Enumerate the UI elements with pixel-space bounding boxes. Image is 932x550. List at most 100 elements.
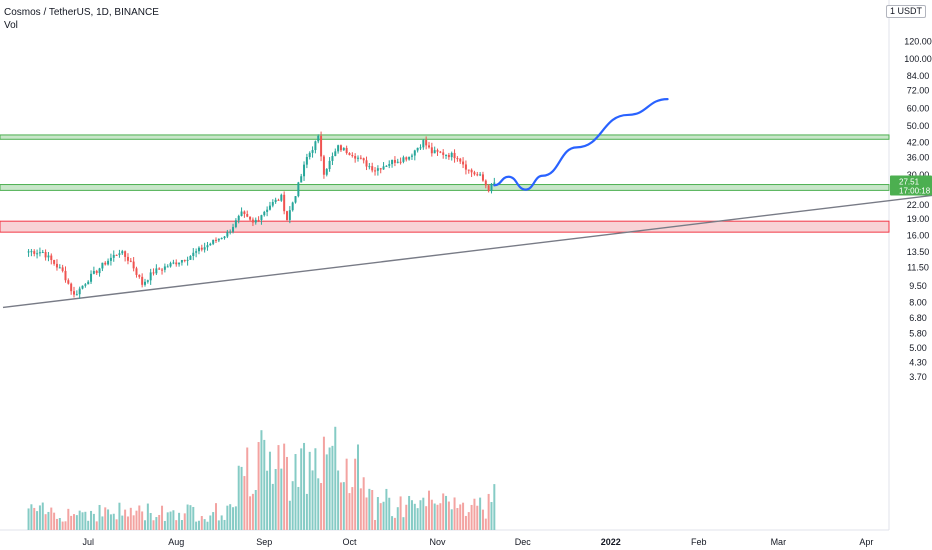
- candle-body: [109, 257, 112, 261]
- volume-bar: [203, 519, 206, 530]
- candle-body: [237, 215, 240, 221]
- candle-body: [180, 259, 183, 263]
- candle-body: [385, 165, 388, 167]
- candle-body: [112, 254, 115, 258]
- candle-body: [220, 238, 223, 240]
- volume-bar: [280, 468, 283, 530]
- volume-bar: [322, 436, 325, 530]
- candle-body: [362, 158, 365, 161]
- volume-bar: [351, 487, 354, 530]
- candle-body: [124, 251, 127, 257]
- price-axis-label: 9.50: [909, 281, 927, 291]
- candle-body: [249, 216, 252, 220]
- volume-bar: [73, 514, 75, 530]
- candle-body: [101, 262, 104, 269]
- time-axis: Jul Aug Sep Oct Nov Dec 2022 Feb Mar Apr: [82, 537, 873, 547]
- price-axis-label: 8.00: [909, 298, 927, 308]
- volume-bar: [240, 466, 243, 530]
- candle-body: [254, 219, 257, 223]
- candle-body: [107, 260, 110, 265]
- price-axis-label: 13.50: [907, 247, 930, 257]
- volume-bar: [129, 507, 132, 530]
- volume-bar: [260, 430, 263, 530]
- candle-body: [382, 166, 385, 170]
- candle-body: [234, 220, 237, 228]
- price-axis-label: 22.00: [907, 200, 930, 210]
- candle-body: [308, 152, 311, 158]
- candle-body: [430, 147, 433, 154]
- volume-bar: [311, 470, 314, 530]
- volume-bar: [197, 520, 200, 530]
- candle-body: [467, 169, 470, 171]
- candle-body: [36, 253, 39, 255]
- candle-body: [325, 169, 328, 175]
- candle-body: [490, 183, 493, 192]
- volume-bar: [186, 504, 189, 530]
- volume-bar: [379, 503, 382, 530]
- candle-body: [195, 251, 198, 253]
- candle-body: [226, 231, 229, 237]
- candle-body: [115, 254, 118, 256]
- candle-body: [456, 158, 459, 160]
- candle-body: [473, 172, 476, 175]
- candle-body: [217, 238, 220, 241]
- currency-scale-button[interactable]: 1 USDT: [885, 5, 926, 18]
- candle-body: [368, 166, 371, 168]
- candle-body: [75, 294, 78, 296]
- volume-bar: [456, 508, 459, 530]
- candle-body: [300, 176, 303, 183]
- volume-bar: [144, 520, 146, 530]
- volume-bar: [124, 509, 127, 530]
- volume-bar: [161, 505, 164, 530]
- candle-body: [121, 251, 124, 254]
- candle-body: [223, 236, 226, 239]
- candle-body: [78, 288, 81, 295]
- candle-body: [428, 145, 430, 148]
- volume-bar: [334, 426, 337, 530]
- volume-bar: [305, 493, 308, 530]
- volume-bar: [490, 502, 493, 530]
- candle-body: [399, 161, 402, 163]
- candle-body: [305, 157, 308, 165]
- volume-bar: [257, 442, 260, 530]
- candle-body: [257, 219, 260, 221]
- volume-bar: [385, 488, 388, 530]
- volume-bar: [50, 507, 53, 530]
- candle-body: [416, 147, 419, 151]
- candle-body: [200, 247, 203, 250]
- volume-bar: [288, 500, 291, 530]
- volume-bar: [453, 497, 456, 530]
- candle-body: [342, 147, 345, 151]
- volume-bar: [342, 482, 345, 530]
- time-axis-label: Nov: [430, 537, 447, 547]
- candle-body: [183, 259, 186, 261]
- volume-bar: [362, 477, 365, 530]
- volume-bar: [320, 483, 323, 530]
- projection-path: [493, 97, 669, 191]
- candle-body: [320, 135, 323, 157]
- support-trendline: [2, 194, 932, 309]
- candle-body: [405, 157, 408, 160]
- volume-bar: [104, 507, 107, 530]
- volume-bar: [291, 481, 294, 530]
- candle-body: [268, 205, 271, 210]
- volume-bar: [30, 504, 33, 530]
- zone-0: [0, 134, 890, 140]
- volume-bar: [422, 497, 425, 530]
- candle-body: [41, 252, 44, 254]
- volume-bar: [195, 521, 198, 530]
- candle-body: [459, 158, 462, 162]
- candle-body: [163, 266, 166, 270]
- volume-bar: [232, 507, 235, 530]
- volume-bar: [396, 507, 399, 530]
- candle-body: [38, 252, 41, 254]
- candle-body: [178, 262, 181, 265]
- volume-bar: [368, 488, 371, 530]
- volume-bar: [314, 448, 317, 530]
- candle-body: [481, 174, 484, 181]
- volume-bar: [345, 458, 348, 530]
- candle-body: [172, 262, 175, 264]
- price-axis-label: 60.00: [907, 103, 930, 113]
